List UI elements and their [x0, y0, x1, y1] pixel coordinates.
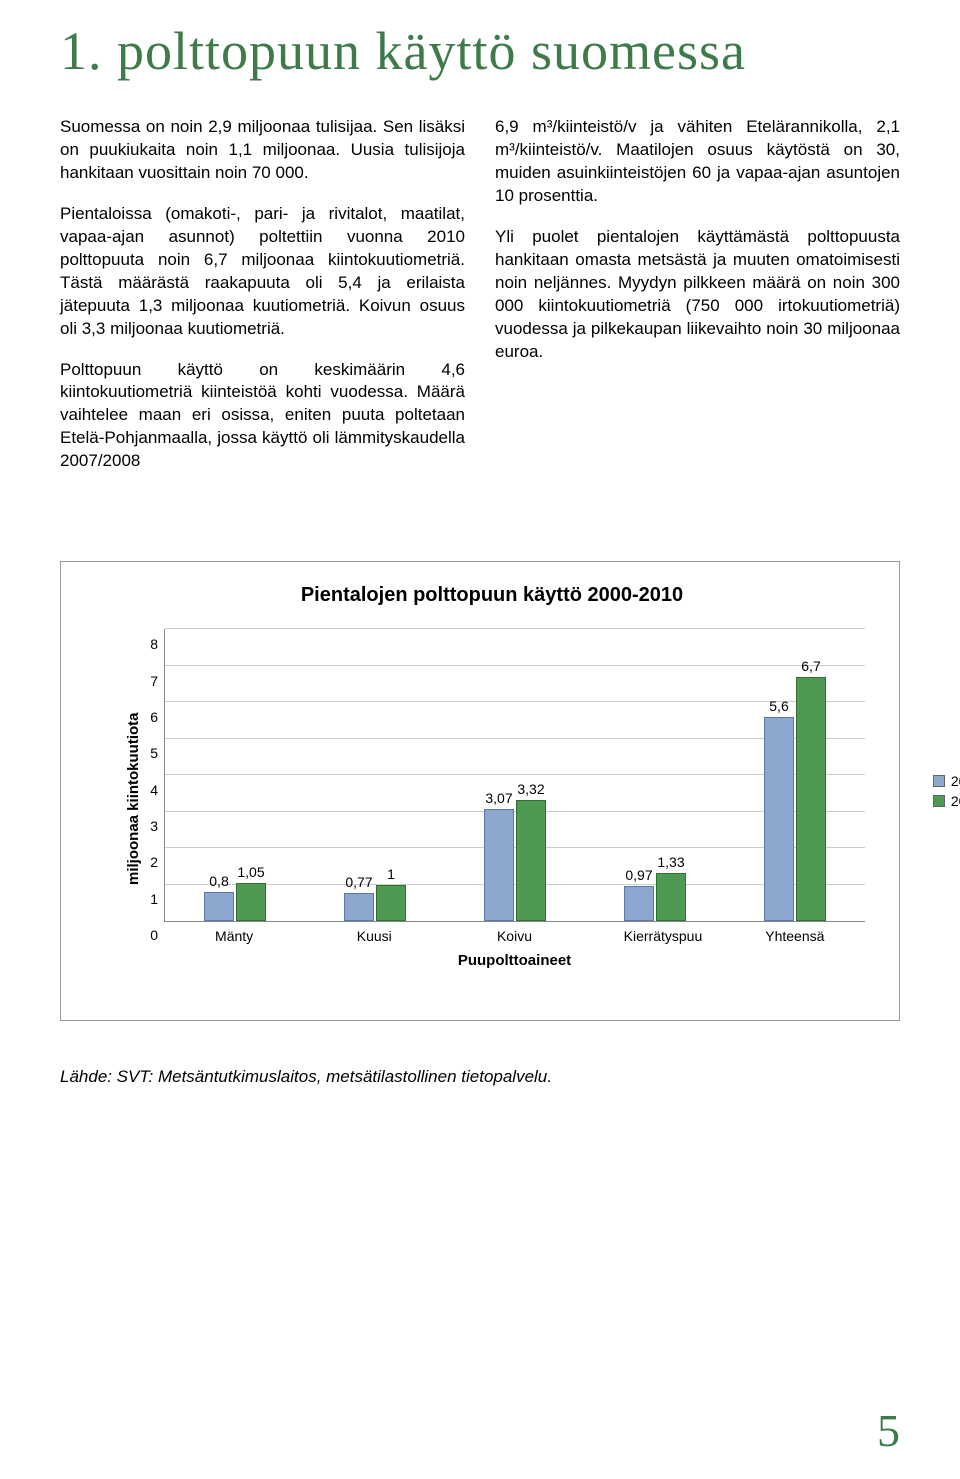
bar-value: 3,07: [485, 790, 512, 806]
x-tick-label: Mänty: [203, 928, 265, 944]
legend-item: 2010: [933, 793, 960, 809]
bar-group: 3,073,32: [484, 629, 546, 921]
bar-value: 1,33: [657, 854, 684, 870]
x-tick-label: Yhteensä: [764, 928, 826, 944]
y-tick: 5: [142, 745, 158, 761]
y-tick: 2: [142, 854, 158, 870]
y-tick: 3: [142, 818, 158, 834]
y-tick: 0: [142, 927, 158, 943]
bar-value: 3,32: [517, 781, 544, 797]
text-columns: Suomessa on noin 2,9 miljoonaa tulisijaa…: [60, 116, 900, 491]
para: Yli puolet pientalojen käyttämästä poltt…: [495, 226, 900, 364]
bar-value: 0,77: [345, 874, 372, 890]
para: Pientaloissa (omakoti-, pari- ja rivital…: [60, 203, 465, 341]
bar: 3,07: [484, 809, 514, 921]
x-tick-label: Kierrätyspuu: [624, 928, 686, 944]
bar-group: 0,81,05: [204, 629, 266, 921]
bar-group: 5,66,7: [764, 629, 826, 921]
chart-box: Pientalojen polttopuun käyttö 2000-2010 …: [60, 561, 900, 1021]
y-axis-label: miljoonaa kiintokuutiota: [119, 629, 142, 969]
para: Polttopuun käyttö on keskimäärin 4,6 kii…: [60, 359, 465, 474]
legend-swatch: [933, 775, 945, 787]
y-tick: 8: [142, 636, 158, 652]
bar-group: 0,771: [344, 629, 406, 921]
right-column: 6,9 m³/kiinteistö/v ja vähiten Etelärann…: [495, 116, 900, 491]
y-tick: 7: [142, 673, 158, 689]
chart-legend: 2000 2010: [933, 769, 960, 813]
y-ticks: 0 1 2 3 4 5 6 7 8: [142, 636, 164, 943]
x-axis-title: Puupolttoaineet: [164, 952, 865, 969]
legend-item: 2000: [933, 773, 960, 789]
x-tick-label: Koivu: [483, 928, 545, 944]
bar: 5,6: [764, 717, 794, 921]
para: 6,9 m³/kiinteistö/v ja vähiten Etelärann…: [495, 116, 900, 208]
bar-group: 0,971,33: [624, 629, 686, 921]
chart-container: Pientalojen polttopuun käyttö 2000-2010 …: [60, 561, 900, 1021]
source-text: Lähde: SVT: Metsäntutkimuslaitos, metsät…: [60, 1067, 900, 1087]
para: Suomessa on noin 2,9 miljoonaa tulisijaa…: [60, 116, 465, 185]
bar: 1,05: [236, 883, 266, 921]
left-column: Suomessa on noin 2,9 miljoonaa tulisijaa…: [60, 116, 465, 491]
bar: 0,97: [624, 886, 654, 921]
legend-swatch: [933, 795, 945, 807]
chart-title: Pientalojen polttopuun käyttö 2000-2010: [119, 584, 865, 607]
plot-row: 012345678 0,81,050,7713,073,320,971,335,…: [142, 629, 865, 922]
bar: 3,32: [516, 800, 546, 921]
page-title: 1. polttopuun käyttö suomessa: [60, 20, 900, 82]
bar-value: 0,97: [625, 867, 652, 883]
plot-area: 0,81,050,7713,073,320,971,335,66,7: [164, 629, 865, 922]
y-tick: 4: [142, 782, 158, 798]
bar-value: 0,8: [209, 873, 228, 889]
bar-value: 6,7: [801, 658, 820, 674]
bar: 0,8: [204, 892, 234, 921]
legend-label: 2000: [951, 773, 960, 789]
y-tick: 6: [142, 709, 158, 725]
legend-label: 2010: [951, 793, 960, 809]
bar-value: 1: [387, 866, 395, 882]
x-labels: Mänty Kuusi Koivu Kierrätyspuu Yhteensä: [164, 922, 865, 944]
bar-value: 5,6: [769, 698, 788, 714]
bar-value: 1,05: [237, 864, 264, 880]
chart-body: miljoonaa kiintokuutiota 012345678 0,81,…: [119, 629, 865, 969]
x-tick-label: Kuusi: [343, 928, 405, 944]
bar: 1,33: [656, 873, 686, 922]
bar: 0,77: [344, 893, 374, 921]
plot-wrap: 012345678 0,81,050,7713,073,320,971,335,…: [142, 629, 865, 969]
page-number: 5: [877, 1404, 900, 1457]
bar: 1: [376, 885, 406, 922]
y-tick: 1: [142, 891, 158, 907]
bar: 6,7: [796, 677, 826, 922]
